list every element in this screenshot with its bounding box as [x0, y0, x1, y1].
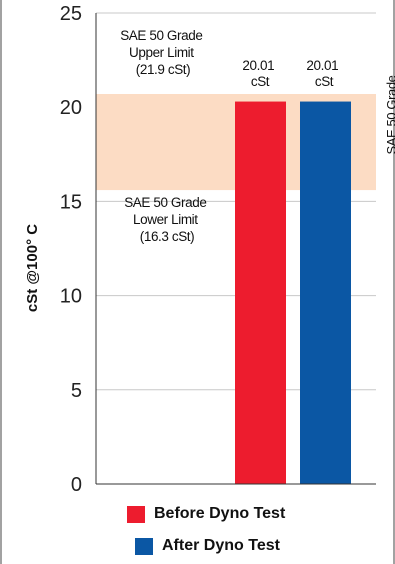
bar-before — [235, 101, 286, 484]
legend-label-before: Before Dyno Test — [154, 505, 286, 522]
legend-item-after: After Dyno Test — [135, 537, 280, 555]
legend-label-after: After Dyno Test — [162, 537, 280, 554]
before-value: 20.01 — [242, 58, 274, 73]
lower-limit-line-1: SAE 50 Grade — [124, 195, 206, 210]
bar-after — [300, 101, 351, 484]
y-tick-label: 25 — [60, 3, 82, 25]
upper-limit-line-2: Upper Limit — [129, 45, 194, 60]
before-bar-value-label: 20.01 cSt — [242, 58, 277, 89]
before-unit: cSt — [251, 74, 270, 89]
y-tick-label: 10 — [60, 286, 82, 308]
y-tick-labels: 0 5 10 15 20 25 — [60, 3, 82, 496]
bars — [235, 101, 351, 484]
lower-limit-annotation: SAE 50 Grade Lower Limit (16.3 cSt) — [124, 195, 210, 244]
y-tick-label: 20 — [60, 97, 82, 119]
upper-limit-line-1: SAE 50 Grade — [120, 28, 202, 43]
after-bar-value-label: 20.01 cSt — [306, 58, 341, 89]
lower-limit-line-3: (16.3 cSt) — [140, 229, 195, 244]
legend-item-before: Before Dyno Test — [127, 505, 285, 523]
after-value: 20.01 — [306, 58, 338, 73]
upper-limit-annotation: SAE 50 Grade Upper Limit (21.9 cSt) — [120, 28, 206, 77]
lower-limit-line-2: Lower Limit — [133, 212, 198, 227]
legend-swatch-after — [135, 537, 153, 555]
after-unit: cSt — [315, 74, 334, 89]
y-axis-label: cSt @100° C — [24, 224, 41, 312]
y-tick-label: 15 — [60, 191, 82, 213]
upper-limit-line-3: (21.9 cSt) — [136, 62, 191, 77]
legend-swatch-before — [127, 505, 145, 523]
y-tick-label: 0 — [71, 474, 82, 496]
side-grade-label: SAE 50 Grade — [384, 75, 395, 154]
y-tick-label: 5 — [71, 380, 82, 402]
